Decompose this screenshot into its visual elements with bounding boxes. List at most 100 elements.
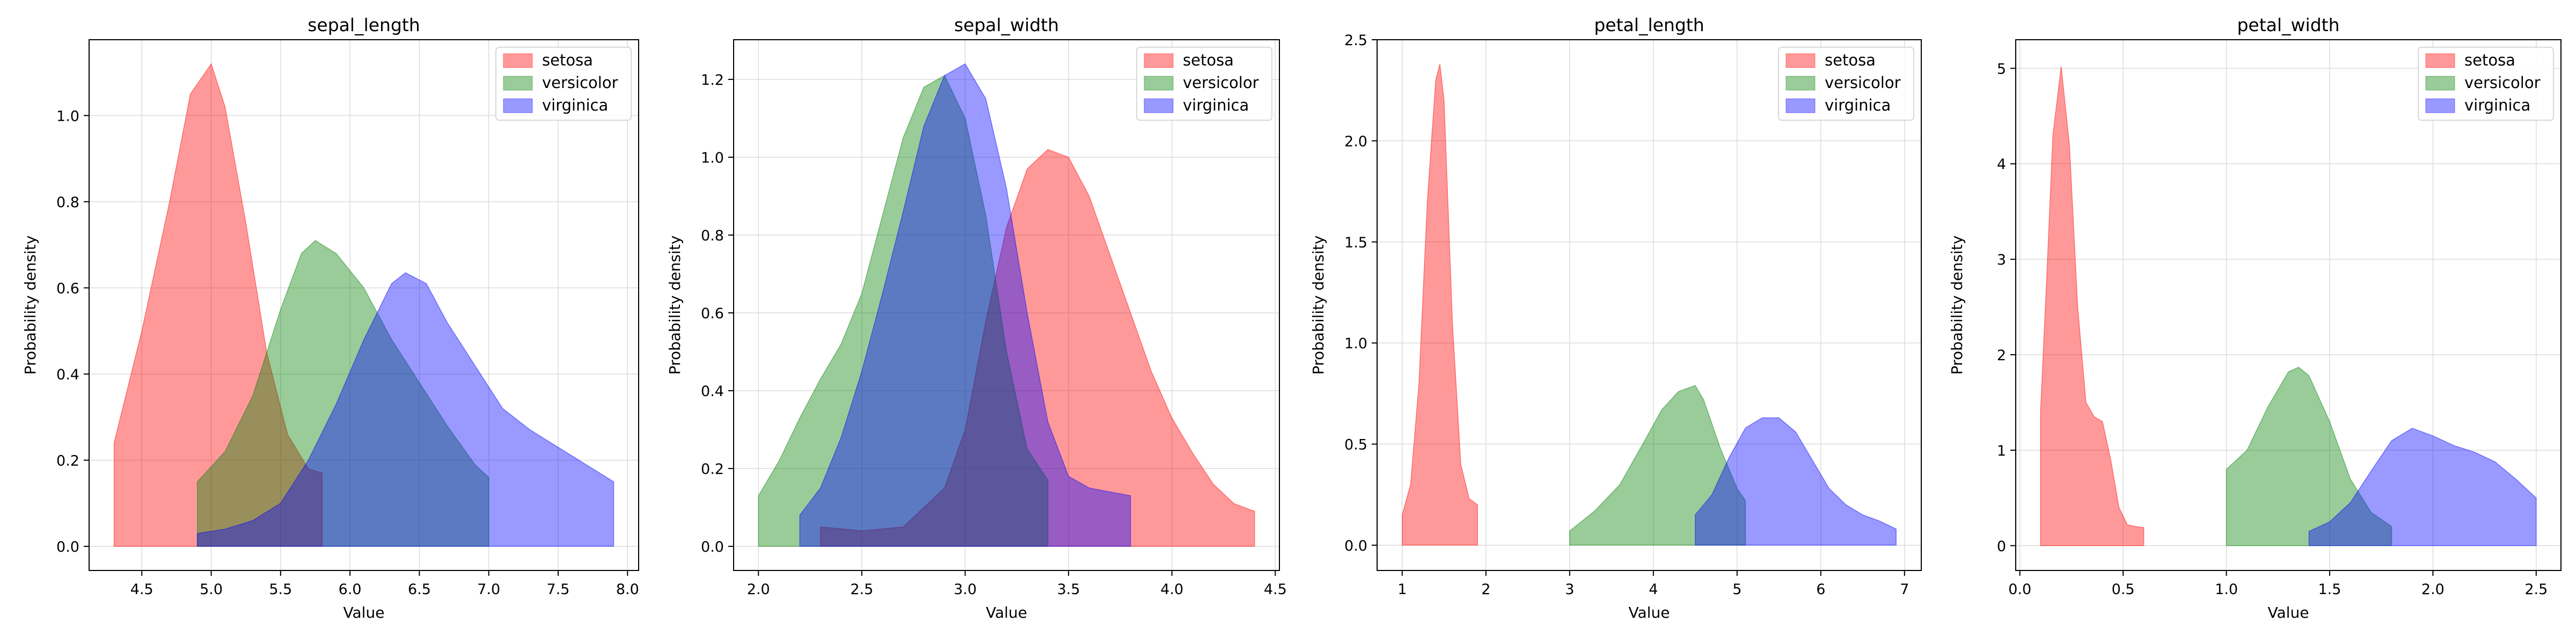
y-tick-label: 0.4 <box>56 367 79 383</box>
x-axis-label: Value <box>1629 604 1670 621</box>
x-axis-label: Value <box>343 604 385 621</box>
legend-swatch-versicolor <box>1144 76 1174 91</box>
legend-swatch-versicolor <box>503 76 533 91</box>
y-tick-label: 0 <box>1997 538 2006 555</box>
y-tick-label: 0.4 <box>701 383 724 400</box>
x-tick-label: 5 <box>1732 581 1741 598</box>
legend-label-versicolor: versicolor <box>1183 74 1259 92</box>
y-tick-label: 0.2 <box>701 461 724 478</box>
legend-box <box>2418 47 2554 121</box>
grid <box>734 40 1279 570</box>
subplot-sepal_width: 2.0 2.5 3.0 3.5 4.0 4.5 0.0 0.2 0.4 0.6 0.8 1.0 1.2 s… <box>666 14 1287 621</box>
legend-swatch-versicolor <box>2425 76 2455 91</box>
area-virginica <box>196 272 614 547</box>
y-tick-label: 2.5 <box>1344 32 1367 49</box>
area-versicolor <box>196 240 489 547</box>
subplot-title: petal_length <box>1594 14 1704 35</box>
area-setosa <box>113 63 323 547</box>
x-axis-label: Value <box>2268 604 2309 621</box>
x-tick-label: 2 <box>1481 581 1490 598</box>
series-areas <box>758 63 1255 547</box>
subplot-petal_length: 1 2 3 4 5 6 7 0.0 0.5 1.0 1.5 2.0 2.5 petal_length Val… <box>1309 14 1922 621</box>
legend-swatch-versicolor <box>1785 76 1816 91</box>
x-tick-label: 1.0 <box>2215 581 2238 598</box>
area-setosa <box>2040 66 2145 546</box>
axes-frame <box>733 39 1280 571</box>
y-tick-label: 1.2 <box>701 72 724 89</box>
legend-label-virginica: virginica <box>542 96 608 114</box>
series-areas <box>113 63 614 547</box>
legend-swatch-setosa <box>2425 53 2455 68</box>
area-virginica <box>799 63 1131 547</box>
x-tick-label: 3.5 <box>1057 581 1080 598</box>
x-tick-label: 0.0 <box>2008 581 2031 598</box>
y-tick-label: 0.5 <box>1344 437 1367 453</box>
y-tick-label: 0.6 <box>701 305 724 322</box>
x-tick-label: 7.5 <box>547 581 570 598</box>
legend-box <box>1136 47 1272 121</box>
y-tick-label: 1.0 <box>56 108 79 125</box>
series-areas <box>2040 66 2537 546</box>
legend-label-setosa: setosa <box>542 51 593 69</box>
legend-swatch-virginica <box>1144 98 1174 113</box>
subplot-title: petal_width <box>2237 14 2339 35</box>
axes-frame <box>2015 39 2562 571</box>
legend-label-virginica: virginica <box>1825 96 1891 114</box>
x-tick-label: 6.5 <box>408 581 431 598</box>
y-tick-label: 3 <box>1997 252 2006 268</box>
x-tick-label: 6 <box>1816 581 1825 598</box>
legend-swatch-setosa <box>503 53 533 68</box>
legend-label-versicolor: versicolor <box>542 74 618 92</box>
legend-label-virginica: virginica <box>2464 96 2530 114</box>
x-tick-label: 5.5 <box>269 581 292 598</box>
y-tick-label: 1 <box>1997 443 2006 459</box>
y-tick-label: 1.0 <box>1344 335 1367 352</box>
legend-label-versicolor: versicolor <box>2464 74 2541 92</box>
area-virginica <box>2308 428 2537 546</box>
legend-swatch-virginica <box>1785 98 1816 113</box>
subplot-title: sepal_width <box>954 14 1059 35</box>
y-tick-label: 1.5 <box>1344 235 1367 251</box>
x-tick-label: 1.5 <box>2318 581 2341 598</box>
series-areas <box>1402 64 1897 546</box>
x-axis-label: Value <box>986 604 1027 621</box>
area-versicolor <box>1569 385 1746 546</box>
y-tick-label: 0.6 <box>56 280 79 297</box>
y-tick-label: 4 <box>1997 156 2006 173</box>
y-axis-label: Probability density <box>666 236 684 375</box>
x-tick-label: 7 <box>1900 581 1909 598</box>
y-tick-label: 2 <box>1997 347 2006 364</box>
x-tick-label: 6.0 <box>339 581 362 598</box>
y-axis-label: Probability density <box>21 236 39 375</box>
legend-box <box>495 47 632 121</box>
x-tick-label: 0.5 <box>2112 581 2135 598</box>
x-tick-label: 3.0 <box>954 581 977 598</box>
legend: setosa versicolor virginica <box>1778 47 1914 121</box>
x-tick-label: 4.5 <box>1264 581 1287 598</box>
legend: setosa versicolor virginica <box>1136 47 1272 121</box>
x-tick-label: 4.0 <box>1160 581 1183 598</box>
subplot-title: sepal_length <box>308 14 420 35</box>
y-axis-label: Probability density <box>1309 236 1327 375</box>
legend-swatch-setosa <box>1785 53 1816 68</box>
legend-label-setosa: setosa <box>1183 51 1234 69</box>
y-tick-label: 0.8 <box>56 194 79 211</box>
y-tick-label: 5 <box>1997 61 2006 77</box>
subplot-petal_width: 0.0 0.5 1.0 1.5 2.0 2.5 0 1 2 3 4 5 petal_width Value… <box>1948 14 2562 621</box>
y-tick-label: 1.0 <box>701 150 724 166</box>
x-tick-label: 2.5 <box>850 581 873 598</box>
legend-box <box>1778 47 1914 121</box>
legend-label-virginica: virginica <box>1183 96 1249 114</box>
area-versicolor <box>758 75 1049 547</box>
x-tick-label: 2.0 <box>747 581 770 598</box>
y-tick-label: 0.8 <box>701 228 724 244</box>
legend-swatch-virginica <box>503 98 533 113</box>
legend: setosa versicolor virginica <box>2418 47 2554 121</box>
y-tick-label: 0.0 <box>56 539 79 555</box>
x-tick-label: 7.0 <box>477 581 500 598</box>
legend-swatch-virginica <box>2425 98 2455 113</box>
subplot-sepal_length: 4.5 5.0 5.5 6.0 6.5 7.0 7.5 8.0 0.0 0.2 0.4 0.6 0.8 1… <box>21 14 639 621</box>
area-virginica <box>1695 417 1897 546</box>
y-axis-label: Probability density <box>1948 236 1966 375</box>
